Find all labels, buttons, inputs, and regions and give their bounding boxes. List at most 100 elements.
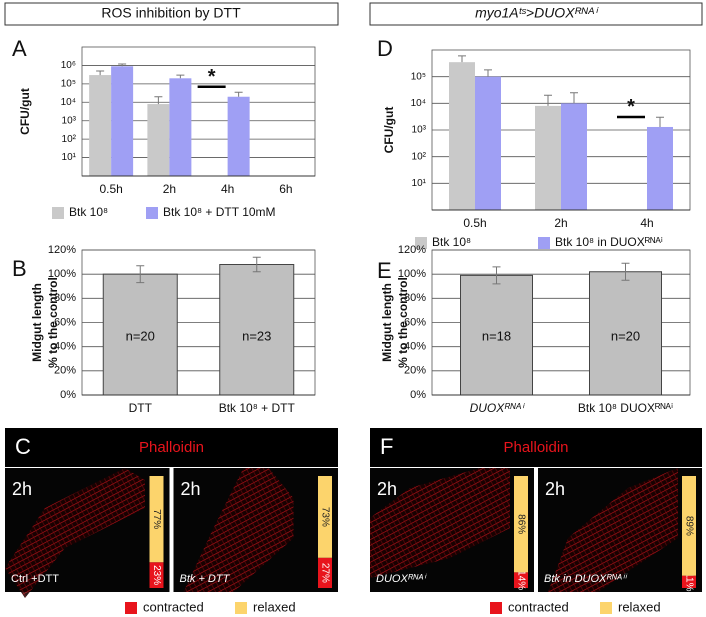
y-tick-label: 0% — [410, 389, 426, 401]
panel-letter: D — [377, 36, 393, 61]
y-tick-label: 100% — [48, 268, 76, 280]
bar — [535, 105, 561, 210]
time-label: 2h — [12, 479, 32, 499]
stack-segment — [149, 562, 164, 588]
legend-label: relaxed — [253, 599, 296, 614]
legend-label: relaxed — [618, 599, 661, 614]
error-bar — [458, 55, 466, 63]
legend-label: contracted — [508, 599, 569, 614]
y-tick-label: 10¹ — [412, 178, 427, 189]
header-box — [4, 2, 339, 26]
bar — [449, 62, 475, 210]
error-bar — [570, 92, 578, 104]
y-tick-label: 40% — [54, 341, 76, 353]
y-tick-label: 20% — [404, 365, 426, 377]
y-tick-label: 40% — [404, 341, 426, 353]
header-box — [369, 2, 703, 26]
bar — [561, 103, 587, 210]
error-bar — [484, 69, 492, 77]
y-tick-label: 80% — [404, 292, 426, 304]
muscle-fibre — [183, 468, 294, 592]
segment-label: 11% — [683, 572, 694, 591]
x-tick-label: DTT — [129, 401, 153, 415]
legend-swatch — [490, 602, 502, 614]
legend-swatch — [415, 237, 427, 249]
x-tick-label: DUOXᴿᴺᴬⁱ — [470, 401, 526, 415]
stack-segment — [514, 476, 528, 573]
error-bar — [656, 116, 664, 127]
segment-label: 14% — [515, 570, 526, 590]
y-tick-label: 10³ — [62, 115, 77, 126]
error-bar — [118, 63, 127, 67]
y-tick-label: 60% — [404, 316, 426, 328]
error-bar — [234, 91, 243, 97]
panel-title: Phalloidin — [503, 439, 568, 456]
legend-swatch — [235, 602, 247, 614]
legend-label: Btk 10⁸ in DUOXᴿᴺᴬⁱ — [555, 235, 663, 249]
time-label: 2h — [181, 479, 201, 499]
bar — [147, 104, 170, 176]
y-axis-label: Midgut length — [380, 283, 394, 362]
header: myo1Aᵗˢ>DUOXᴿᴺᴬⁱ — [475, 5, 599, 21]
bar — [227, 96, 250, 176]
error-bar — [176, 74, 185, 79]
y-tick-label: 120% — [398, 244, 426, 256]
segment-label: 89% — [683, 516, 694, 536]
significance-mark: * — [208, 66, 216, 88]
segment-label: 23% — [151, 565, 162, 585]
bar-annotation: n=20 — [611, 328, 640, 343]
stack-segment — [149, 476, 164, 563]
stack-segment — [682, 575, 696, 588]
y-tick-label: 10⁵ — [411, 71, 426, 82]
x-tick-label: 0.5h — [99, 182, 122, 196]
title-bar — [370, 428, 702, 467]
legend-swatch — [600, 602, 612, 614]
error-bar — [154, 96, 163, 105]
y-tick-label: 0% — [60, 389, 76, 401]
x-tick-label: Btk 10⁸ + DTT — [219, 401, 296, 415]
image-caption: DUOXᴿᴺᴬⁱ — [376, 573, 427, 585]
y-tick-label: 20% — [54, 365, 76, 377]
y-tick-label: 100% — [398, 268, 426, 280]
bar — [460, 274, 533, 396]
panel-letter: F — [380, 434, 393, 459]
panel-letter: E — [377, 258, 392, 283]
bar — [475, 76, 501, 211]
y-tick-label: 10² — [62, 134, 77, 145]
x-tick-label: 4h — [640, 216, 653, 230]
y-tick-label: 120% — [48, 244, 76, 256]
bar-annotation: n=18 — [482, 328, 511, 343]
segment-label: 73% — [319, 507, 330, 527]
error-bar — [96, 70, 105, 76]
bar — [589, 271, 662, 396]
time-label: 2h — [545, 479, 565, 499]
title-bar — [5, 428, 338, 467]
bar-annotation: n=20 — [126, 328, 155, 343]
error-bar — [544, 94, 552, 106]
error-bar — [492, 266, 501, 285]
y-axis-label: CFU/gut — [382, 107, 396, 154]
segment-label: 86% — [515, 514, 526, 534]
x-tick-label: 0.5h — [463, 216, 486, 230]
segment-label: 77% — [151, 509, 162, 529]
error-bar — [621, 262, 630, 281]
bar — [647, 126, 673, 210]
y-axis-label: % to the control — [396, 277, 410, 368]
y-tick-label: 10³ — [412, 125, 427, 136]
error-bar — [136, 265, 145, 284]
y-tick-label: 10⁴ — [411, 98, 426, 109]
muscle-fibre — [5, 468, 145, 598]
legend-label: contracted — [143, 599, 204, 614]
y-tick-label: 10⁵ — [61, 78, 76, 89]
image-caption: Btk in DUOXᴿᴺᴬⁱⁱ — [544, 573, 628, 585]
legend-swatch — [52, 207, 64, 219]
legend-swatch — [146, 207, 158, 219]
muscle-fibre — [370, 468, 510, 578]
y-tick-label: 80% — [54, 292, 76, 304]
panel-title: Phalloidin — [139, 439, 204, 456]
legend-label: Btk 10⁸ — [432, 235, 471, 249]
stack-segment — [318, 476, 332, 558]
legend-label: Btk 10⁸ — [69, 205, 108, 219]
